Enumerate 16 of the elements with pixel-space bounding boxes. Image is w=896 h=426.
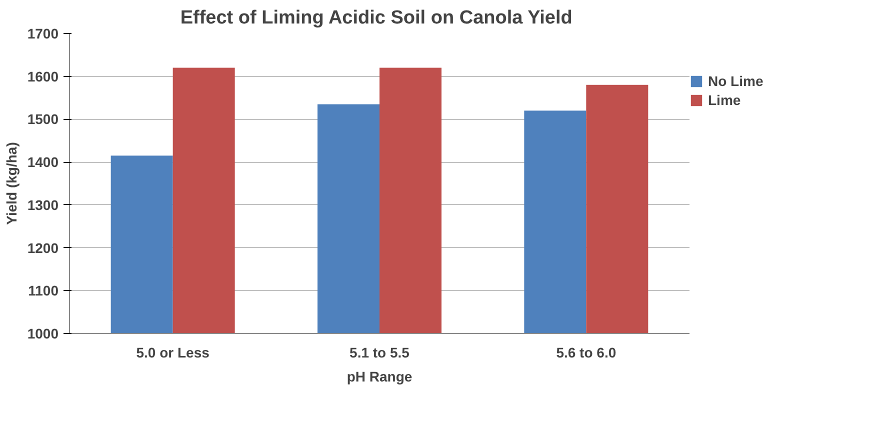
y-tick-label: 1500: [27, 111, 59, 128]
x-tick-label: 5.1 to 5.5: [350, 344, 410, 360]
x-tick-label: 5.0 or Less: [136, 344, 210, 360]
chart-title: Effect of Liming Acidic Soil on Canola Yield: [180, 8, 572, 28]
x-axis-title: pH Range: [346, 368, 412, 384]
y-tick-label: 1700: [27, 26, 59, 42]
y-tick-label: 1300: [27, 196, 59, 213]
y-tick-label: 1000: [27, 326, 59, 342]
y-tick-label: 1200: [27, 240, 59, 256]
y-tick-label: 1100: [28, 282, 59, 299]
y-axis-title: Yield (kg/ha): [3, 142, 20, 225]
x-tick-label: 5.6 to 6.0: [556, 344, 616, 360]
y-tick-label: 1600: [27, 68, 59, 84]
legend-label: Lime: [708, 92, 741, 108]
y-tick-label: 1400: [27, 154, 59, 170]
legend-label: No Lime: [708, 73, 764, 89]
